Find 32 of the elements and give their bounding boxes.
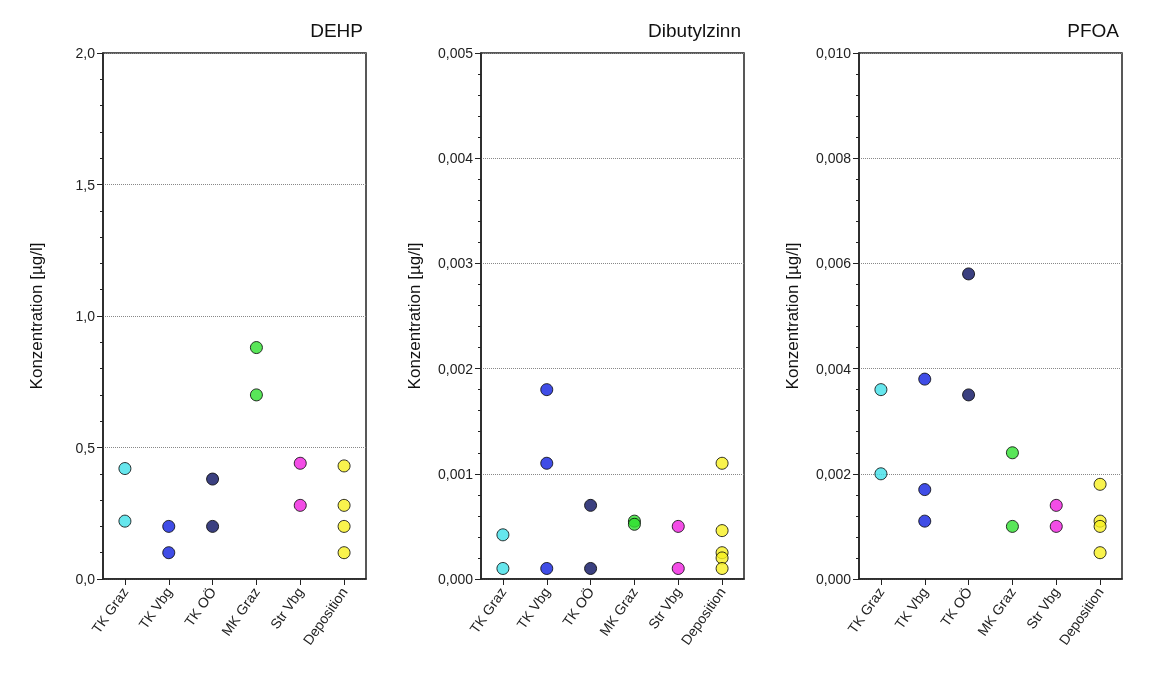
x-tick-label: TK Vbg [513,584,554,632]
x-tick-label: Str Vbg [266,584,307,632]
x-tick-label: TK Vbg [891,584,932,632]
x-tick-label: Str Vbg [644,584,685,632]
y-axis-title: Konzentration [µg/l] [783,242,802,390]
y-axis-title: Konzentration [µg/l] [27,242,46,390]
y-tick-label: 0,005 [437,45,474,61]
y-tick-label: 0,006 [815,255,852,272]
chart-title: Dibutylzinn [648,20,742,41]
y-tick-label: 0,000 [437,571,474,587]
y-tick-label: 2,0 [75,45,96,61]
y-tick-label: 0,001 [437,465,474,482]
y-tick-label: 0,5 [75,439,96,456]
y-tick-label: 0,004 [437,150,474,167]
x-tick-label: TK Vbg [135,584,176,632]
y-tick-label: 0,0 [75,571,96,587]
y-tick-label: 0,002 [815,465,852,482]
y-tick-label: 1,0 [75,308,96,324]
y-tick-label: 0,010 [815,45,852,61]
x-tick-label: TK OÖ [558,583,598,630]
y-tick-label: 0,002 [437,360,474,377]
y-tick-label: 0,004 [815,360,852,377]
y-tick-label: 0,008 [815,150,852,167]
y-axis-title: Konzentration [µg/l] [405,242,424,390]
x-tick-label: TK OÖ [936,583,976,630]
chart-title: PFOA [1067,20,1120,41]
y-tick-label: 0,000 [815,571,852,587]
x-tick-label: TK OÖ [180,583,220,630]
chart-title: DEHP [310,20,364,41]
y-tick-label: 0,003 [437,255,474,272]
x-tick-label: Str Vbg [1022,584,1063,632]
y-tick-label: 1,5 [75,176,96,193]
